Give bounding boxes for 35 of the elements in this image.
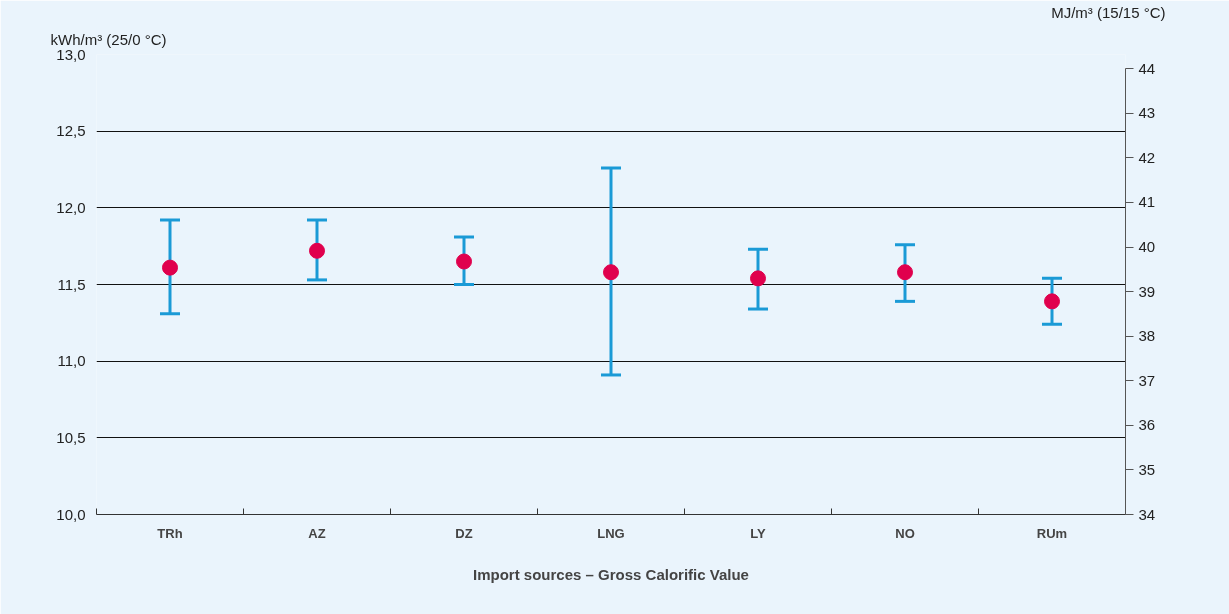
y2-tick-label: 38 xyxy=(1138,327,1156,345)
y-tick-label: 13,0 xyxy=(56,45,86,63)
y2-tick-label: 39 xyxy=(1138,282,1156,300)
y2-tick-label: 35 xyxy=(1138,460,1156,478)
y2-tick-label: 41 xyxy=(1138,193,1156,211)
point xyxy=(1044,293,1060,310)
x-tick-label: LNG xyxy=(597,525,625,541)
y-tick-label: 11,5 xyxy=(57,275,86,293)
y-tick-label: 12,0 xyxy=(56,198,86,216)
x-tick-label: RUm xyxy=(1036,525,1068,541)
y-tick-label: 10,5 xyxy=(56,428,86,446)
x-tick-label: LY xyxy=(750,525,767,541)
point xyxy=(309,242,325,259)
point xyxy=(456,253,472,270)
y2-tick-label: 44 xyxy=(1138,59,1156,77)
y-axis-title: kWh/m³ (25/0 °C) xyxy=(50,30,167,48)
y-tick-label: 11,0 xyxy=(57,352,86,370)
y2-tick-label: 34 xyxy=(1138,505,1156,523)
point xyxy=(897,264,913,281)
x-axis-title: Import sources – Gross Calorific Value xyxy=(473,565,749,583)
x-tick-label: TRh xyxy=(157,525,183,541)
y-tick-label: 10,0 xyxy=(56,505,86,523)
y-tick-label: 12,5 xyxy=(56,122,86,140)
y2-tick-label: 43 xyxy=(1138,104,1156,122)
y2-tick-label: 37 xyxy=(1138,371,1156,389)
x-tick-label: AZ xyxy=(308,525,326,541)
y2-axis-title: MJ/m³ (15/15 °C) xyxy=(1051,3,1166,21)
y2-tick-label: 40 xyxy=(1138,238,1156,256)
point xyxy=(750,270,766,287)
y2-tick-label: 36 xyxy=(1138,416,1156,434)
point xyxy=(162,259,178,276)
point xyxy=(603,264,619,281)
x-tick-label: DZ xyxy=(455,525,473,541)
y2-tick-label: 42 xyxy=(1138,148,1156,166)
x-tick-label: NO xyxy=(895,525,915,541)
